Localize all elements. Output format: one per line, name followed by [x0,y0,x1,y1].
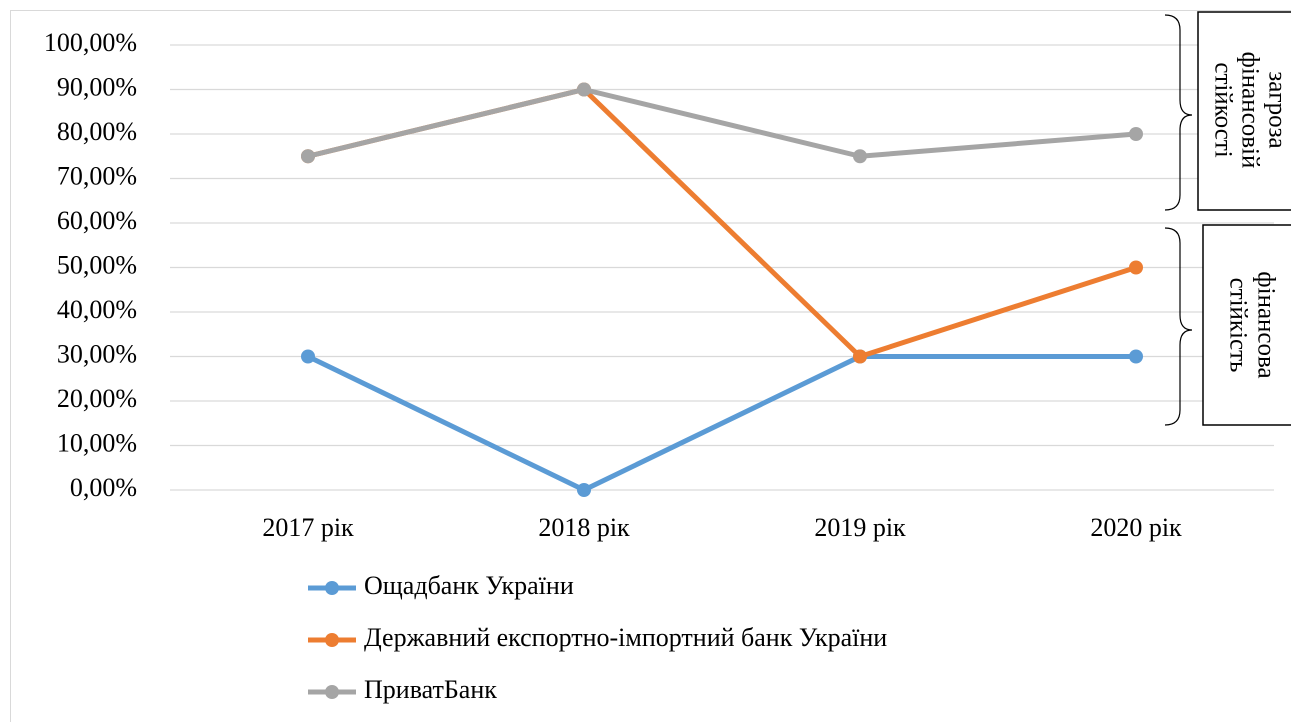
x-tick-label: 2018 рік [538,513,630,542]
annotation-line: фінансова [1252,271,1279,378]
annotation-line: загроза [1263,71,1290,148]
data-point [853,349,867,364]
annotation-box [1197,11,1291,211]
y-tick-label: 10,00% [57,428,137,457]
annotation-line: стійкість [1224,278,1251,373]
brace [1164,227,1193,426]
y-tick-label: 20,00% [57,384,137,413]
data-point [577,82,591,97]
legend-marker [325,685,339,699]
series-line [306,354,1136,493]
chart-frame [10,10,1291,722]
data-point [1129,260,1143,275]
data-point [1129,349,1143,364]
series-line [307,87,1137,159]
y-tick-label: 100,00% [44,28,137,57]
y-tick-label: 70,00% [57,161,137,190]
data-point [301,349,315,364]
data-point [1129,127,1143,141]
y-tick-label: 50,00% [57,250,137,279]
annotation-line: стійкості [1209,62,1236,157]
legend-marker [325,633,339,647]
annotation-box [1202,224,1291,426]
y-tick-label: 90,00% [57,72,137,101]
annotation: загроза фінансовій стійкості [1209,52,1290,169]
legend-marker [325,581,339,595]
y-tick-label: 0,00% [70,473,137,502]
x-tick-label: 2017 рік [262,513,354,542]
y-tick-label: 80,00% [57,117,137,146]
brace [1164,14,1193,211]
legend-label: ПриватБанк [364,675,497,704]
data-point [577,483,591,497]
legend-label: Ощадбанк України [364,571,574,600]
legend-label: Державний експортно-імпортний банк Украї… [364,623,887,652]
y-tick-label: 60,00% [57,206,137,235]
x-tick-label: 2019 рік [814,513,906,542]
data-point [301,149,315,164]
y-tick-label: 30,00% [57,339,137,368]
annotation: фінансова стійкість [1224,271,1279,378]
annotation-line: фінансовій [1236,52,1263,169]
x-tick-label: 2020 рік [1090,513,1182,542]
y-tick-label: 40,00% [57,295,137,324]
data-point [853,149,867,164]
